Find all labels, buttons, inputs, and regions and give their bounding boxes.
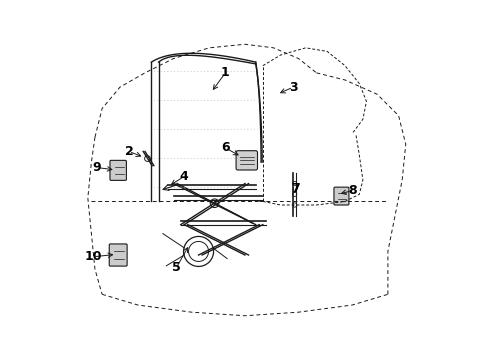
- Text: 7: 7: [291, 183, 299, 195]
- FancyBboxPatch shape: [110, 160, 126, 180]
- Text: 6: 6: [221, 141, 230, 154]
- Text: 5: 5: [172, 261, 181, 274]
- FancyBboxPatch shape: [236, 151, 258, 170]
- FancyBboxPatch shape: [334, 187, 349, 205]
- Text: 4: 4: [180, 170, 189, 183]
- Text: 3: 3: [289, 81, 297, 94]
- FancyBboxPatch shape: [109, 244, 127, 266]
- Text: 1: 1: [221, 66, 230, 79]
- Text: 10: 10: [84, 250, 102, 263]
- Text: 9: 9: [93, 161, 101, 174]
- Text: 8: 8: [348, 184, 357, 197]
- Text: 2: 2: [124, 145, 133, 158]
